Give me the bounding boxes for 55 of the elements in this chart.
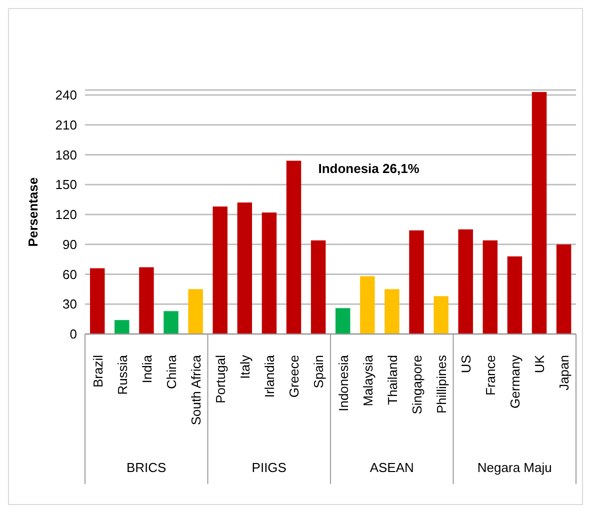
bar [434, 296, 448, 334]
bar [482, 240, 498, 334]
x-tick-label: Singapore [409, 355, 424, 414]
bar [409, 230, 424, 334]
bar [164, 311, 178, 334]
text: ASEAN [370, 460, 414, 475]
text: Negara Maju [477, 460, 552, 475]
x-tick-label: China [164, 354, 179, 389]
bar [212, 206, 228, 334]
text: PIIGS [252, 460, 287, 475]
y-axis-title: Persentase [26, 177, 41, 247]
x-tick-label: Spain [311, 355, 326, 388]
y-tick-label: 90 [62, 236, 77, 252]
x-tick-label: India [139, 354, 154, 384]
x-tick-label: Greece [286, 355, 302, 398]
bar [360, 276, 375, 334]
bar [237, 202, 252, 334]
x-tick-label: Phillipines [434, 354, 449, 414]
bar [458, 229, 473, 334]
annotation: Indonesia 26,1% [318, 160, 420, 176]
bar [286, 160, 302, 334]
bar [262, 212, 277, 334]
bar [336, 308, 350, 334]
bar [556, 244, 572, 334]
y-tick-label: 120 [55, 207, 77, 222]
y-tick-label: 0 [70, 326, 77, 342]
x-tick-label: Italy [238, 354, 253, 379]
x-tick-label: South Africa [188, 354, 204, 426]
y-tick-label: 240 [55, 88, 77, 103]
y-tick-label: 60 [62, 266, 77, 282]
bar [507, 256, 522, 334]
y-tick-label: 150 [55, 177, 77, 192]
bar [90, 268, 105, 334]
x-tick-label: Brazil [90, 354, 106, 388]
bar [114, 320, 130, 334]
text: BRICS [126, 460, 167, 475]
bar [139, 267, 154, 334]
y-tick-label: 180 [55, 147, 77, 162]
x-tick-label: Japan [556, 355, 572, 390]
x-tick-label: France [483, 355, 498, 396]
x-tick-label: Thailand [384, 355, 400, 405]
x-tick-label: Irlandia [262, 354, 278, 398]
bar [188, 289, 203, 334]
x-tick-label: US [458, 354, 474, 374]
x-tick-label: Germany [508, 354, 523, 408]
x-tick-label: Indonesia [336, 354, 351, 412]
bar [384, 289, 400, 334]
bar [532, 92, 547, 334]
x-tick-label: UK [532, 354, 548, 374]
x-tick-label: Russia [114, 354, 130, 395]
y-tick-label: 210 [55, 117, 77, 132]
y-tick-label: 30 [62, 296, 77, 312]
x-tick-label: Malaysia [360, 354, 376, 406]
x-tick-label: Portugal [213, 354, 228, 404]
bar [310, 240, 326, 334]
